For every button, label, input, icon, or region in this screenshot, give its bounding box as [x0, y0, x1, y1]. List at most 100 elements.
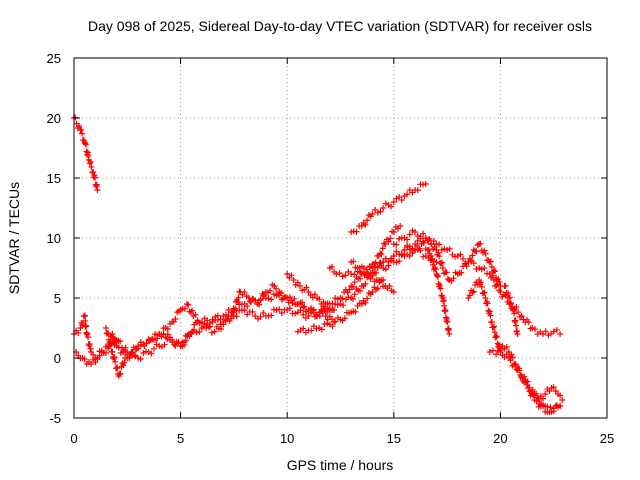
data-point — [385, 238, 392, 245]
data-point — [294, 279, 301, 286]
data-point — [547, 404, 554, 411]
data-point — [523, 381, 530, 388]
data-point — [303, 284, 310, 291]
series-s7 — [326, 223, 404, 280]
data-point — [482, 250, 489, 257]
data-point — [203, 325, 210, 331]
data-point — [305, 313, 312, 319]
data-point — [401, 247, 408, 253]
data-point — [491, 329, 498, 336]
data-point — [425, 237, 432, 244]
data-point — [82, 140, 89, 147]
data-point — [79, 130, 86, 137]
data-point — [358, 263, 365, 270]
data-point — [474, 241, 481, 248]
data-point — [390, 241, 397, 247]
data-point — [420, 240, 427, 247]
data-point — [378, 277, 385, 284]
data-point — [508, 351, 515, 358]
data-point — [300, 325, 307, 332]
data-point — [550, 405, 557, 412]
data-point — [406, 252, 413, 259]
data-point — [321, 321, 328, 328]
data-point — [470, 247, 477, 254]
data-point — [185, 301, 192, 308]
data-point — [378, 251, 385, 258]
ticks: 0 5 10 15 20 25 -5 0 5 10 15 20 25 — [47, 51, 615, 446]
data-point — [350, 258, 357, 265]
data-point — [393, 248, 400, 255]
data-point — [530, 392, 537, 399]
data-point — [436, 253, 443, 260]
data-point — [105, 330, 112, 337]
data-point — [234, 298, 241, 305]
data-point — [94, 187, 101, 193]
data-point — [300, 304, 307, 311]
data-point — [469, 289, 476, 296]
data-point — [390, 253, 397, 259]
x-tick-label: 0 — [70, 431, 77, 446]
data-point — [477, 240, 484, 247]
data-point — [420, 253, 427, 260]
data-point — [175, 338, 182, 345]
data-point — [226, 317, 233, 324]
data-point — [493, 282, 500, 289]
data-point — [220, 321, 227, 328]
data-point — [509, 354, 516, 361]
data-point — [489, 272, 496, 279]
data-point — [386, 283, 393, 290]
data-point — [374, 264, 381, 271]
data-point — [434, 272, 441, 279]
data-point — [382, 241, 389, 247]
data-point — [431, 264, 438, 271]
data-point — [183, 301, 190, 307]
data-point — [522, 377, 529, 384]
data-point — [397, 223, 404, 229]
data-point — [507, 299, 514, 306]
data-point — [404, 191, 411, 198]
data-point — [333, 271, 340, 277]
data-point — [515, 309, 522, 316]
data-point — [362, 299, 369, 306]
data-point — [316, 313, 323, 320]
data-point — [357, 287, 364, 294]
data-point — [382, 255, 389, 262]
data-point — [348, 229, 355, 235]
data-point — [134, 355, 141, 361]
data-point — [497, 289, 504, 295]
series-s15 — [529, 384, 566, 404]
data-point — [82, 317, 89, 324]
data-point — [324, 300, 331, 307]
y-tick-label: 0 — [54, 351, 61, 366]
data-point — [318, 326, 325, 333]
y-tick-label: -5 — [49, 411, 61, 426]
data-point — [102, 349, 109, 356]
data-point — [339, 273, 346, 280]
data-point — [150, 345, 157, 352]
data-point — [278, 289, 285, 296]
data-point — [444, 247, 451, 253]
data-point — [328, 264, 335, 271]
data-point — [426, 236, 433, 243]
data-point — [369, 272, 376, 279]
data-point — [426, 250, 433, 257]
data-point — [189, 328, 196, 335]
data-point — [514, 331, 521, 337]
data-point — [444, 275, 451, 282]
data-point — [506, 294, 513, 301]
data-point — [337, 301, 344, 307]
data-point — [438, 259, 445, 266]
data-point — [148, 350, 155, 357]
grid — [74, 58, 607, 418]
data-point — [196, 320, 203, 327]
data-point — [301, 303, 308, 310]
data-point — [109, 331, 116, 337]
data-point — [460, 255, 467, 262]
data-point — [430, 237, 437, 244]
data-point — [490, 324, 497, 331]
data-point — [398, 252, 405, 259]
data-point — [273, 285, 280, 292]
data-point — [544, 403, 551, 410]
data-point — [81, 312, 88, 319]
data-point — [550, 384, 557, 391]
